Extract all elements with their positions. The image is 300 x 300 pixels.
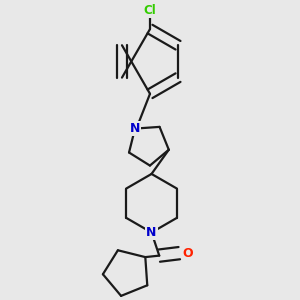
Text: N: N (146, 226, 157, 239)
Text: N: N (130, 122, 140, 135)
Text: O: O (183, 247, 193, 260)
Text: Cl: Cl (144, 4, 156, 17)
